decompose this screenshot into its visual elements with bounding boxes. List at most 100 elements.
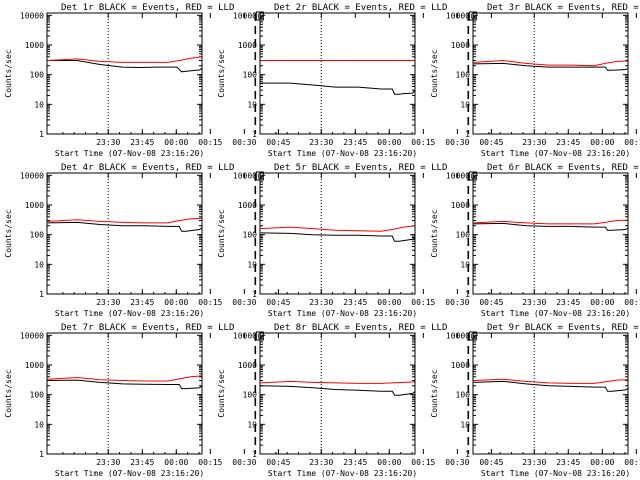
- events-series-line: [260, 82, 415, 95]
- x-tick-label: 00:15: [198, 138, 222, 147]
- x-tick-label: 00:30: [445, 298, 469, 307]
- x-tick-label: 00:00: [590, 458, 614, 467]
- x-tick-label: 00:15: [624, 138, 640, 147]
- y-tick-label: 10000: [233, 171, 257, 180]
- y-tick-label: 1000: [238, 41, 257, 50]
- panel-title: Det 7r BLACK = Events, RED = LLD: [61, 323, 234, 333]
- x-tick-label: 00:30: [232, 458, 256, 467]
- x-tick-label: 00:00: [164, 458, 188, 467]
- events-series-line: [47, 221, 202, 232]
- lld-series-line: [260, 60, 415, 61]
- x-axis-label: Start Time (07-Nov-08 23:16:20): [55, 309, 204, 318]
- x-tick-label: 23:30: [96, 138, 120, 147]
- y-tick-label: 1: [465, 450, 470, 459]
- y-tick-label: 1000: [25, 201, 44, 210]
- panel-title: Det 6r BLACK = Events, RED = LLD: [487, 163, 640, 173]
- y-tick-label: 1000: [451, 201, 470, 210]
- y-tick-label: 1000: [238, 201, 257, 210]
- events-series-line: [47, 379, 202, 390]
- events-series-line: [260, 232, 415, 242]
- lld-series-line: [260, 225, 415, 232]
- y-tick-label: 1: [39, 290, 44, 299]
- plot-frame: [259, 12, 416, 135]
- y-tick-label: 10000: [20, 331, 44, 340]
- y-tick-label: 10: [247, 420, 257, 429]
- y-tick-label: 10000: [233, 331, 257, 340]
- y-tick-label: 1: [39, 130, 44, 139]
- x-tick-label: 00:45: [266, 298, 290, 307]
- y-tick-label: 100: [456, 71, 471, 80]
- y-tick-label: 10000: [446, 331, 470, 340]
- x-tick-label: 00:15: [411, 458, 435, 467]
- y-tick-label: 10000: [20, 171, 44, 180]
- y-tick-label: 10: [34, 100, 44, 109]
- y-tick-label: 10: [460, 420, 470, 429]
- x-axis-label: Start Time (07-Nov-08 23:16:20): [481, 469, 630, 478]
- y-tick-label: 10000: [20, 11, 44, 20]
- x-axis-label: Start Time (07-Nov-08 23:16:20): [268, 149, 417, 158]
- x-tick-label: 00:45: [266, 138, 290, 147]
- x-tick-label: 23:30: [522, 298, 546, 307]
- detector-panel-4: Det 4r BLACK = Events, RED = LLD Counts/s…: [4, 163, 291, 318]
- detector-panel-8: Det 8r BLACK = Events, RED = LLD Counts/s…: [217, 323, 504, 478]
- y-tick-label: 100: [243, 391, 258, 400]
- y-tick-label: 1: [465, 290, 470, 299]
- x-tick-label: 00:15: [198, 458, 222, 467]
- x-tick-label: 23:45: [556, 298, 580, 307]
- x-tick-label: 00:45: [479, 458, 503, 467]
- x-tick-label: 00:00: [377, 138, 401, 147]
- lld-series-line: [47, 217, 202, 224]
- panel-title: Det 5r BLACK = Events, RED = LLD: [274, 163, 447, 173]
- detector-panel-5: Det 5r BLACK = Events, RED = LLD Counts/s…: [217, 163, 504, 318]
- x-tick-label: 00:30: [445, 458, 469, 467]
- x-tick-label: 23:45: [343, 298, 367, 307]
- x-tick-label: 00:15: [624, 298, 640, 307]
- x-axis-label: Start Time (07-Nov-08 23:16:20): [481, 149, 630, 158]
- y-tick-label: 10: [247, 100, 257, 109]
- y-tick-label: 1000: [451, 361, 470, 370]
- x-tick-label: 00:00: [590, 138, 614, 147]
- x-tick-label: 00:45: [266, 458, 290, 467]
- plot-frame: [46, 12, 203, 135]
- detector-panel-1: Det 1r BLACK = Events, RED = LLD Counts/s…: [4, 3, 291, 158]
- y-tick-label: 1: [252, 290, 257, 299]
- y-axis-label: Counts/sec: [217, 369, 226, 417]
- lld-series-line: [47, 56, 202, 63]
- x-axis-label: Start Time (07-Nov-08 23:16:20): [55, 469, 204, 478]
- x-tick-label: 23:30: [96, 298, 120, 307]
- plot-frame: [259, 172, 416, 295]
- x-tick-label: 00:00: [164, 298, 188, 307]
- x-tick-label: 23:30: [522, 458, 546, 467]
- y-axis-label: Counts/sec: [430, 209, 439, 257]
- panel-title: Det 4r BLACK = Events, RED = LLD: [61, 163, 234, 173]
- x-tick-label: 00:00: [377, 298, 401, 307]
- y-axis-label: Counts/sec: [430, 369, 439, 417]
- y-tick-label: 1: [252, 130, 257, 139]
- y-axis-label: Counts/sec: [430, 49, 439, 97]
- x-tick-label: 23:45: [343, 458, 367, 467]
- lld-series-line: [473, 378, 628, 384]
- plot-frame: [259, 332, 416, 455]
- y-tick-label: 1: [39, 450, 44, 459]
- x-tick-label: 23:45: [556, 458, 580, 467]
- y-tick-label: 10: [34, 420, 44, 429]
- x-tick-label: 23:30: [96, 458, 120, 467]
- events-series-line: [260, 385, 415, 396]
- y-tick-label: 1: [465, 130, 470, 139]
- x-axis-label: Start Time (07-Nov-08 23:16:20): [481, 309, 630, 318]
- x-tick-label: 00:15: [624, 458, 640, 467]
- plot-frame: [472, 12, 629, 135]
- y-tick-label: 1000: [25, 361, 44, 370]
- x-tick-label: 23:30: [522, 138, 546, 147]
- plot-frame: [472, 332, 629, 455]
- y-tick-label: 10000: [446, 11, 470, 20]
- x-tick-label: 00:30: [232, 298, 256, 307]
- x-tick-label: 00:45: [479, 298, 503, 307]
- plot-frame: [472, 172, 629, 295]
- x-tick-label: 23:30: [309, 458, 333, 467]
- y-tick-label: 100: [30, 391, 45, 400]
- x-tick-label: 00:00: [590, 298, 614, 307]
- y-tick-label: 10000: [446, 171, 470, 180]
- x-tick-label: 23:30: [309, 298, 333, 307]
